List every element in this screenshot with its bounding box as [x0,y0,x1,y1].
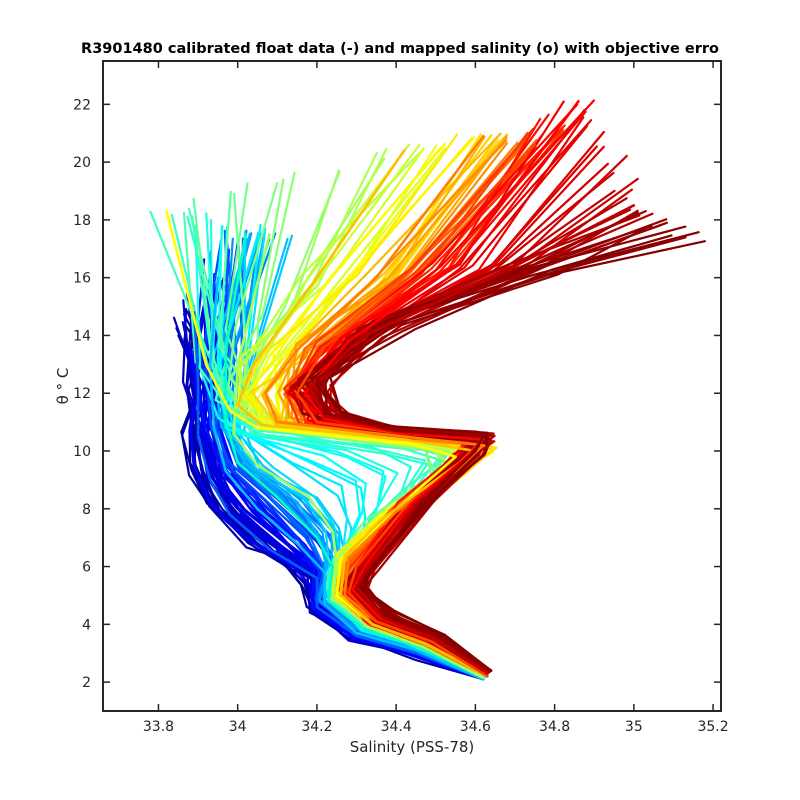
profile-line-maroon [315,235,687,672]
y-axis: 2 4 6 8 10 12 14 16 18 20 22 [73,97,721,691]
x-tick-label: 35 [625,719,643,735]
profile-line-cyan-green [224,233,485,680]
x-tick-label: 34.4 [381,719,412,735]
profile-line-blue-light [192,311,485,681]
y-tick-label: 22 [73,97,91,113]
x-axis-label: Salinity (PSS-78) [350,738,475,756]
profile-line [318,234,673,672]
profile-line-cyan [208,276,485,681]
x-axis: 33.8 34 34.2 34.4 34.6 34.8 35 35.2 [143,61,729,735]
x-tick-label: 34.8 [539,719,570,735]
x-tick-label: 33.8 [143,719,174,735]
profile-line [219,225,486,679]
y-tick-label: 18 [73,213,91,229]
x-tick-label: 35.2 [697,719,728,735]
x-tick-label: 34.6 [460,719,491,735]
profile-line-green-yellow [232,233,485,680]
profiles-layer [149,99,706,681]
y-tick-label: 6 [82,560,91,576]
y-tick-label: 8 [82,502,91,518]
y-axis-label: θ ° C [54,368,72,405]
profile-line-blue [188,348,485,681]
axes-frame [102,60,722,712]
y-tick-label: 2 [82,675,91,691]
y-tick-label: 4 [82,617,91,633]
y-tick-label: 10 [73,444,91,460]
y-tick-label: 14 [73,328,91,344]
y-tick-label: 12 [73,386,91,402]
chart-title: R3901480 calibrated float data (-) and m… [81,41,719,57]
y-tick-label: 20 [73,155,91,171]
x-tick-label: 34.2 [301,719,332,735]
x-tick-label: 34 [229,719,247,735]
y-tick-label: 16 [73,271,91,287]
